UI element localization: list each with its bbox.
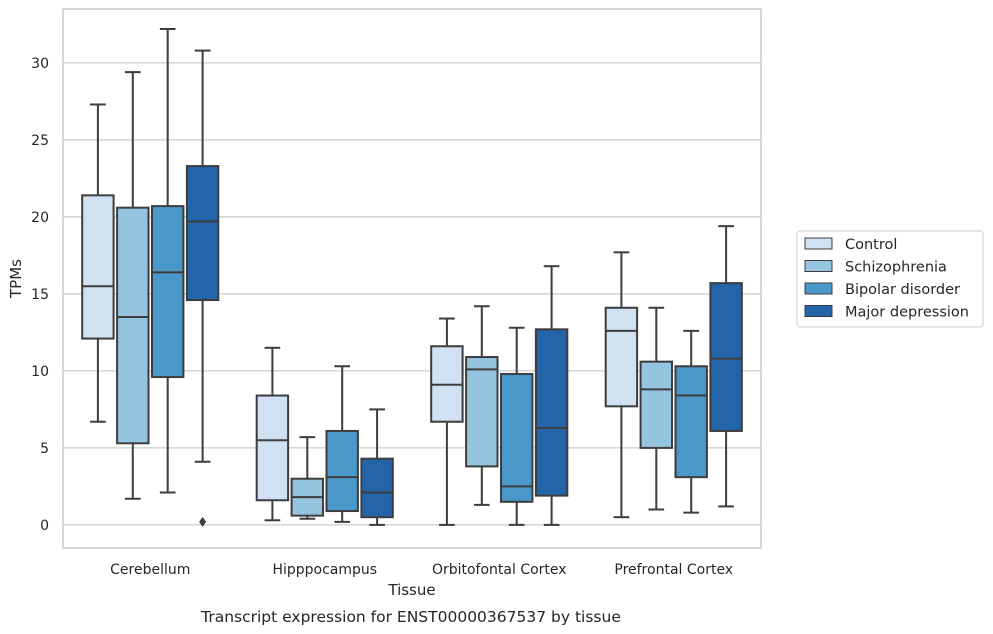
x-axis-ticks: Cerebellum Hipppocampus Orbitofontal Corte… (110, 562, 733, 578)
x-tick-label: Cerebellum (110, 562, 190, 578)
x-tick-label: Prefrontal Cortex (614, 562, 733, 578)
box-iqr (116, 206, 150, 445)
box-schizophrenia (639, 306, 674, 511)
box-iqr (499, 372, 534, 503)
box-bipolar-disorder (325, 365, 359, 523)
box-iqr (534, 328, 569, 497)
box-control (430, 317, 464, 526)
box-major-depression (185, 49, 220, 527)
box-layer (81, 28, 743, 527)
box-bipolar-disorder (150, 28, 185, 494)
legend-swatch (804, 305, 833, 317)
x-tick-label: Hipppocampus (272, 562, 377, 578)
box-bipolar-disorder (674, 329, 708, 514)
box-major-depression (534, 265, 569, 526)
x-tick-label: Orbitofontal Cortex (432, 562, 567, 578)
legend-label: Bipolar disorder (845, 282, 960, 298)
plot-area-frame (62, 8, 762, 549)
box-iqr (150, 205, 185, 379)
legend-items: Control Schizophrenia Bipolar disorder Majo… (804, 237, 969, 321)
y-tick-label: 10 (31, 364, 49, 380)
y-tick-label: 20 (31, 210, 49, 226)
legend-label: Control (845, 237, 897, 253)
y-tick-label: 30 (31, 56, 49, 72)
box-iqr (255, 394, 290, 502)
y-tick-label: 0 (40, 518, 49, 534)
box-iqr (185, 165, 220, 302)
legend-entry: Major depression (804, 305, 969, 321)
legend-swatch (804, 237, 833, 250)
legend-entry: Control (804, 237, 897, 253)
box-iqr (709, 282, 743, 432)
legend-label: Schizophrenia (845, 260, 947, 276)
y-tick-label: 15 (31, 287, 49, 303)
legend-entry: Bipolar disorder (804, 282, 960, 298)
box-iqr (325, 429, 359, 513)
outlier-point (199, 516, 207, 527)
legend: Control Schizophrenia Bipolar disorder Majo… (796, 230, 984, 328)
box-control (604, 251, 639, 519)
box-iqr (639, 360, 674, 449)
chart-caption: Transcript expression for ENST0000036753… (200, 608, 621, 626)
box-iqr (674, 365, 708, 479)
box-major-depression (709, 225, 743, 508)
y-axis-ticks: 0 5 10 15 20 25 30 (31, 56, 49, 534)
legend-entry: Schizophrenia (804, 260, 947, 276)
legend-label: Major depression (845, 305, 969, 321)
box-iqr (360, 457, 394, 519)
y-tick-label: 5 (40, 441, 49, 457)
box-iqr (81, 194, 115, 340)
box-schizophrenia (116, 71, 150, 500)
box-control (81, 103, 115, 423)
box-control (255, 346, 290, 522)
x-axis-title: Tissue (387, 581, 435, 599)
box-major-depression (360, 408, 394, 526)
legend-swatch (804, 260, 833, 272)
box-iqr (465, 356, 499, 468)
y-tick-label: 25 (31, 133, 49, 149)
box-schizophrenia (290, 436, 325, 520)
legend-frame (796, 230, 984, 328)
y-axis-title: TPMs (7, 259, 25, 299)
box-schizophrenia (465, 305, 499, 506)
box-iqr (604, 306, 639, 408)
box-bipolar-disorder (499, 326, 534, 526)
legend-swatch (804, 282, 833, 295)
